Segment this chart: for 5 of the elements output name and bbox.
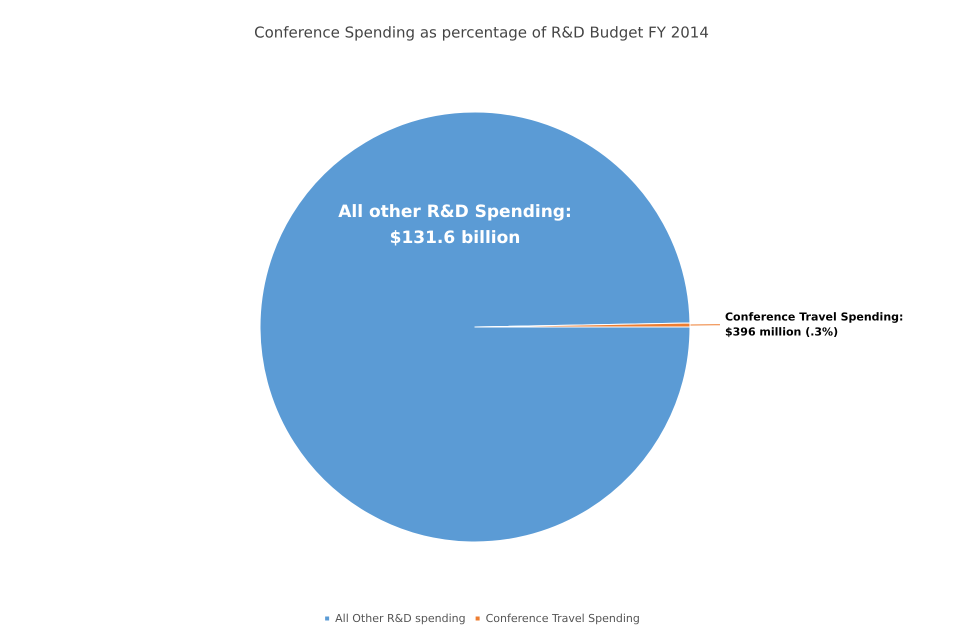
data-label: Conference Travel Spending: $396 million (.3%) (724, 310, 904, 339)
text: All other R&D Spending: $131.6 billion (338, 202, 572, 248)
chart-title: Conference Spending as percentage of R&D Budget FY 2014 (254, 24, 709, 42)
legend-label: Conference Travel Spending (486, 612, 640, 625)
legend-label: All Other R&D spending (335, 612, 466, 625)
